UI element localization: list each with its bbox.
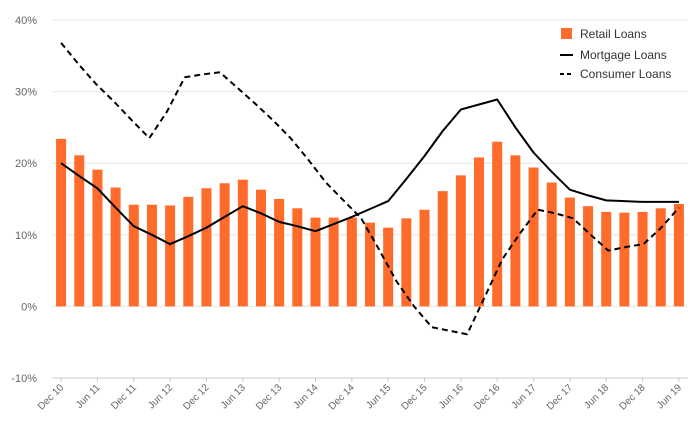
y-tick-label: -10% — [11, 373, 37, 385]
retail-loans-bar — [92, 169, 103, 307]
legend: Retail Loans Mortgage Loans Consumer Loa… — [560, 27, 671, 81]
retail-loans-bar — [528, 167, 539, 307]
loan-lines — [60, 42, 680, 336]
legend-label-mortgage-loans: Mortgage Loans — [580, 48, 667, 62]
retail-loans-bar — [437, 191, 448, 307]
x-tick-label: Jun 16 — [437, 382, 466, 411]
retail-loans-bar — [510, 155, 521, 307]
legend-swatch-retail-loans — [561, 28, 572, 39]
retail-loans-bar — [183, 196, 194, 307]
retail-loans-bar — [56, 138, 67, 307]
y-tick-label: 40% — [15, 15, 37, 27]
x-tick-label: Jun 11 — [74, 382, 103, 411]
x-tick-label: Jun 19 — [655, 382, 684, 411]
retail-loans-bar — [310, 217, 321, 307]
x-tick-label: Dec 16 — [472, 382, 502, 412]
retail-loans-bar — [492, 141, 503, 307]
retail-loans-bar — [74, 155, 85, 307]
x-tick-label: Dec 18 — [618, 382, 648, 412]
y-axis-ticks: 40% 30% 20% 10% 0% -10% — [11, 15, 37, 385]
x-tick-label: Jun 13 — [219, 382, 248, 411]
retail-loans-bar — [474, 157, 485, 307]
x-axis-ticks: Dec 10 Jun 11 Dec 11 Jun 12 Dec 12 Jun 13 Dec … — [36, 378, 684, 413]
x-tick-label: Dec 17 — [545, 382, 575, 412]
y-tick-label: 20% — [15, 158, 37, 170]
x-tick-label: Jun 12 — [146, 382, 175, 411]
retail-loans-bar — [110, 187, 121, 307]
mortgage-loans-line — [60, 98, 679, 246]
retail-loans-bar — [128, 204, 139, 307]
x-tick-label: Dec 12 — [181, 382, 211, 412]
retail-loans-bar — [165, 205, 176, 307]
retail-loans-bar — [673, 204, 684, 307]
retail-loans-bar — [401, 218, 412, 307]
x-tick-label: Dec 14 — [327, 382, 357, 412]
y-tick-label: 0% — [21, 301, 37, 313]
x-tick-label: Jun 14 — [292, 382, 321, 411]
x-tick-label: Jun 18 — [582, 382, 611, 411]
legend-label-retail-loans: Retail Loans — [580, 27, 647, 41]
retail-loans-bar — [274, 199, 285, 307]
x-tick-label: Dec 11 — [109, 382, 139, 412]
retail-loans-bar — [655, 208, 666, 307]
retail-loans-bar — [201, 188, 212, 307]
retail-loans-bar — [255, 189, 266, 307]
retail-loans-bar — [328, 217, 339, 307]
x-tick-label: Jun 17 — [510, 382, 539, 411]
x-tick-label: Dec 13 — [254, 382, 284, 412]
y-tick-label: 30% — [15, 87, 37, 99]
retail-loans-bar — [583, 206, 594, 307]
retail-loans-bar — [365, 222, 375, 307]
retail-loans-bar — [637, 211, 648, 307]
legend-label-consumer-loans: Consumer Loans — [580, 67, 671, 81]
retail-loans-bar — [546, 182, 557, 307]
retail-loans-bar — [455, 175, 466, 307]
retail-loans-bar — [419, 209, 430, 307]
x-tick-label: Dec 15 — [399, 382, 429, 412]
retail-loans-bar — [292, 208, 303, 307]
retail-loans-bar — [601, 211, 612, 307]
retail-loans-bar — [146, 204, 157, 307]
retail-loans-bar — [237, 179, 248, 307]
retail-loans-bars — [56, 138, 684, 307]
x-tick-label: Dec 10 — [36, 382, 66, 412]
retail-loans-bar — [346, 217, 357, 307]
x-tick-label: Jun 15 — [364, 382, 393, 411]
y-tick-label: 10% — [15, 230, 37, 242]
retail-loans-bar — [619, 212, 630, 307]
retail-loans-bar — [564, 197, 575, 307]
retail-loans-bar — [219, 183, 230, 307]
